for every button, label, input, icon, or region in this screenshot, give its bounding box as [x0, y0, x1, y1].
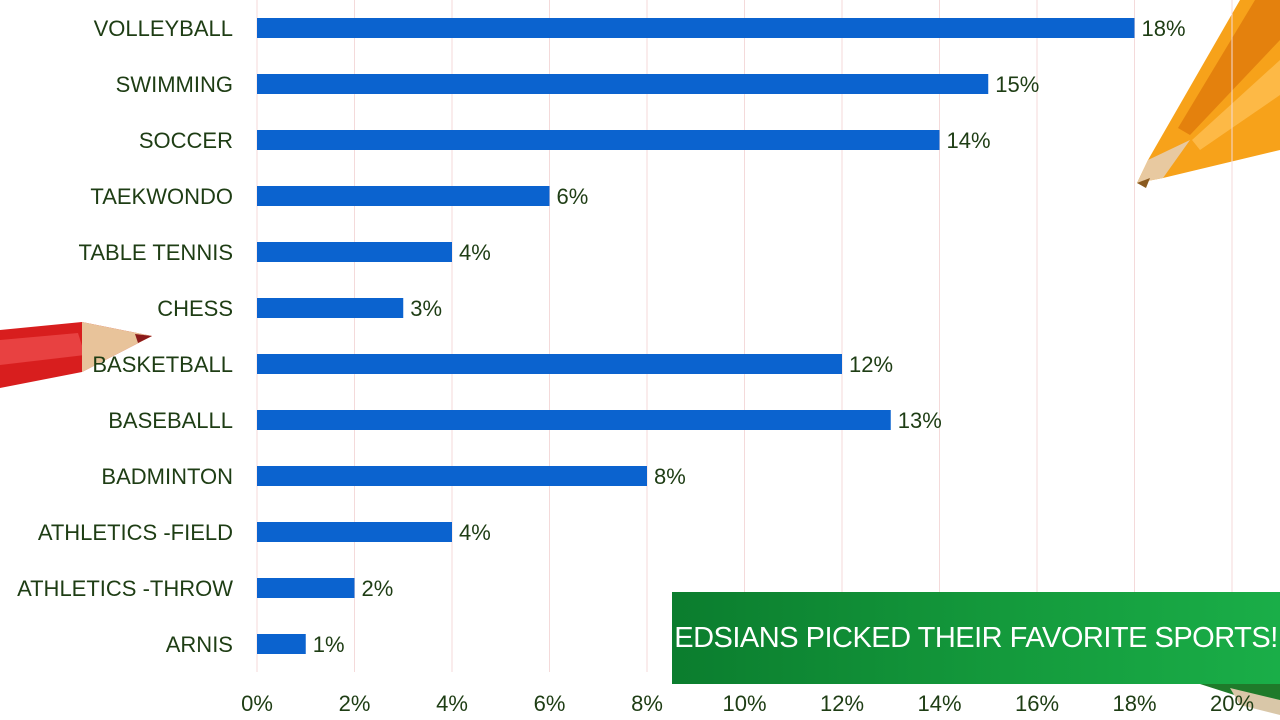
value-label: 13%: [898, 408, 942, 433]
x-tick-label: 0%: [241, 691, 273, 716]
category-label: CHESS: [157, 296, 233, 321]
value-label: 15%: [995, 72, 1039, 97]
green-pencil-decoration: [1200, 684, 1280, 715]
value-label: 3%: [410, 296, 442, 321]
orange-pencil-decoration: [1137, 0, 1280, 188]
category-label: BASKETBALL: [92, 352, 233, 377]
x-tick-label: 10%: [722, 691, 766, 716]
x-tick-label: 2%: [339, 691, 371, 716]
bar: [257, 634, 306, 654]
x-tick-label: 6%: [534, 691, 566, 716]
value-label: 12%: [849, 352, 893, 377]
bars: [257, 18, 1135, 654]
caption-text: EDSIANS PICKED THEIR FAVORITE SPORTS!: [674, 621, 1278, 654]
category-label: SOCCER: [139, 128, 233, 153]
x-tick-label: 8%: [631, 691, 663, 716]
bar: [257, 410, 891, 430]
bar: [257, 186, 550, 206]
bar: [257, 522, 452, 542]
value-label: 14%: [947, 128, 991, 153]
x-tick-label: 4%: [436, 691, 468, 716]
value-label: 4%: [459, 240, 491, 265]
bar: [257, 18, 1135, 38]
bar: [257, 354, 842, 374]
category-labels: VOLLEYBALL SWIMMING SOCCER TAEKWONDO TABLE T…: [17, 16, 233, 657]
category-label: ATHLETICS -THROW: [17, 576, 233, 601]
x-tick-label: 12%: [820, 691, 864, 716]
x-tick-label: 16%: [1015, 691, 1059, 716]
red-pencil-decoration: [0, 322, 152, 388]
value-label: 4%: [459, 520, 491, 545]
caption-banner: EDSIANS PICKED THEIR FAVORITE SPORTS!: [672, 592, 1280, 684]
x-tick-label: 18%: [1112, 691, 1156, 716]
grid-lines: [256, 0, 1233, 672]
value-labels: 18% 15% 14% 6% 4% 3% 12% 13% 8% 4% 2% 1%: [313, 16, 1186, 657]
category-label: BASEBALLL: [108, 408, 233, 433]
value-label: 8%: [654, 464, 686, 489]
value-label: 18%: [1142, 16, 1186, 41]
bar: [257, 74, 989, 94]
category-label: ATHLETICS -FIELD: [38, 520, 233, 545]
value-label: 1%: [313, 632, 345, 657]
x-axis-ticks: 0% 2% 4% 6% 8% 10% 12% 14% 16% 18% 20%: [241, 691, 1254, 716]
category-label: TAEKWONDO: [90, 184, 233, 209]
value-label: 2%: [362, 576, 394, 601]
bar: [257, 466, 647, 486]
value-label: 6%: [557, 184, 589, 209]
category-label: VOLLEYBALL: [94, 16, 233, 41]
bar: [257, 578, 355, 598]
bar: [257, 298, 404, 318]
bar: [257, 242, 452, 262]
category-label: BADMINTON: [101, 464, 233, 489]
category-label: SWIMMING: [116, 72, 233, 97]
category-label: TABLE TENNIS: [79, 240, 233, 265]
x-tick-label: 14%: [917, 691, 961, 716]
bar: [257, 130, 940, 150]
x-tick-label: 20%: [1210, 691, 1254, 716]
category-label: ARNIS: [166, 632, 233, 657]
